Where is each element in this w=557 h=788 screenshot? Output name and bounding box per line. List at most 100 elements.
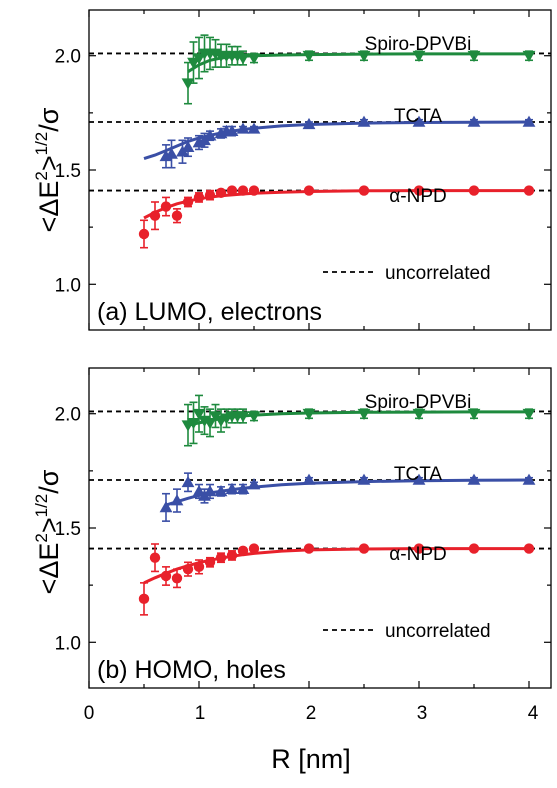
x-axis-title: R [nm] (271, 744, 351, 774)
x-tick-label: 2 (306, 703, 317, 724)
data-point-triangle-up (522, 115, 536, 127)
data-point-triangle-down (357, 408, 371, 421)
y-axis-title-b: <ΔE2>1/2/σ (32, 469, 64, 594)
data-point-triangle-up (236, 482, 250, 494)
data-point-triangle-up (192, 485, 206, 497)
data-point-circle (237, 185, 249, 196)
svg-text:<ΔE2>1/2/σ: <ΔE2>1/2/σ (32, 469, 64, 594)
data-point-triangle-up (165, 147, 178, 159)
data-point-triangle-down (302, 50, 316, 63)
y-axis-title-sup: 2 (32, 171, 51, 180)
data-point-circle (215, 187, 227, 199)
data-point-triangle-down (302, 408, 316, 421)
data-point-circle (358, 185, 370, 196)
data-point-triangle-up (236, 122, 250, 134)
data-point-triangle-up (412, 473, 426, 485)
data-point-triangle-down (203, 418, 217, 430)
data-point-triangle-down (412, 408, 426, 421)
data-point-circle (468, 185, 480, 196)
series-label: TCTA (394, 106, 443, 127)
y-tick-label: 1.5 (55, 519, 81, 540)
data-point-triangle-up (181, 475, 195, 488)
data-point-circle (171, 210, 183, 221)
y-tick-label: 2.0 (55, 405, 81, 426)
y-axis-title-part: <ΔE (34, 181, 64, 233)
data-point-triangle-up (203, 129, 217, 141)
legend-label: uncorrelated (385, 621, 491, 642)
panel-label: (b) HOMO, holes (97, 656, 286, 684)
panel-a: 1.0 1.5 2.0 Spiro-DPVBi TCTA α-NPD uncorrelate… (55, 9, 552, 331)
y-axis-title-part: /σ (34, 107, 64, 132)
data-point-triangle-up (467, 115, 481, 127)
data-point-triangle-up (467, 473, 481, 485)
data-point-circle (138, 593, 150, 605)
data-point-circle (193, 561, 205, 573)
data-point-triangle-down (467, 50, 481, 63)
data-point-circle (204, 557, 216, 568)
data-point-triangle-up (357, 473, 371, 485)
data-point-triangle-up (203, 485, 217, 497)
data-point-circle (160, 201, 172, 212)
y-axis-title-part: > (34, 517, 64, 533)
series--npd (138, 543, 535, 616)
data-point-circle (149, 552, 161, 563)
y-axis-title-a: <ΔE2>1/2/σ (32, 107, 64, 232)
data-point-triangle-up (170, 494, 184, 506)
data-point-circle (226, 185, 238, 196)
data-point-triangle-down (467, 408, 481, 421)
series-tcta (143, 115, 536, 169)
series-label: Spiro-DPVBi (365, 392, 472, 413)
data-point-circle (358, 543, 370, 554)
data-point-triangle-up (225, 124, 239, 136)
data-point-circle (413, 543, 425, 554)
data-point-circle (182, 563, 194, 575)
data-point-triangle-up (247, 478, 261, 490)
legend-label: uncorrelated (385, 263, 491, 284)
series-label: TCTA (394, 464, 443, 485)
data-point-triangle-up (412, 115, 426, 127)
data-point-triangle-down (247, 53, 261, 65)
series-label: α-NPD (389, 186, 446, 207)
data-point-triangle-up (522, 473, 536, 485)
series-label: Spiro-DPVBi (365, 34, 472, 55)
data-point-triangle-down (522, 408, 536, 421)
data-point-circle (303, 185, 315, 196)
data-point-circle (248, 185, 260, 196)
data-point-triangle-up (159, 501, 173, 513)
series-spiro-dpvbi (181, 34, 536, 105)
panel-label: (a) LUMO, electrons (97, 298, 322, 326)
series-spiro-dpvbi (181, 394, 536, 447)
y-tick-label: 1.5 (55, 161, 81, 182)
data-point-triangle-down (357, 50, 371, 63)
data-point-triangle-down (187, 57, 200, 69)
data-point-triangle-down (181, 78, 195, 90)
y-axis-title-sup: 1/2 (32, 494, 51, 518)
y-axis-title-part: > (34, 155, 64, 171)
data-point-circle (204, 189, 216, 201)
series-label: α-NPD (389, 544, 446, 565)
x-tick-label: 3 (417, 703, 428, 724)
data-point-circle (248, 543, 260, 554)
series--npd (138, 185, 535, 249)
data-point-circle (523, 543, 535, 554)
y-axis-title-sup: 1/2 (32, 132, 51, 156)
data-point-circle (149, 210, 161, 221)
data-point-circle (138, 228, 150, 240)
data-point-triangle-up (357, 115, 371, 127)
data-point-circle (182, 196, 194, 208)
data-point-triangle-down (522, 50, 536, 63)
data-point-triangle-up (247, 122, 261, 134)
data-point-triangle-down (247, 411, 261, 423)
data-point-circle (303, 543, 315, 554)
panel-b: 1.0 1.5 2.0 Spiro-DPVBi TCTA α-NPD uncorrelate… (55, 367, 552, 689)
data-point-triangle-down (236, 411, 250, 423)
x-tick-label: 1 (195, 703, 206, 724)
x-tick-labels: 0 1 2 3 4 (84, 703, 539, 724)
series-tcta (159, 472, 536, 522)
data-point-circle (413, 185, 425, 196)
data-point-triangle-down (236, 53, 250, 65)
data-point-triangle-up (225, 482, 239, 494)
data-point-circle (523, 185, 535, 196)
y-tick-label: 2.0 (55, 47, 81, 68)
